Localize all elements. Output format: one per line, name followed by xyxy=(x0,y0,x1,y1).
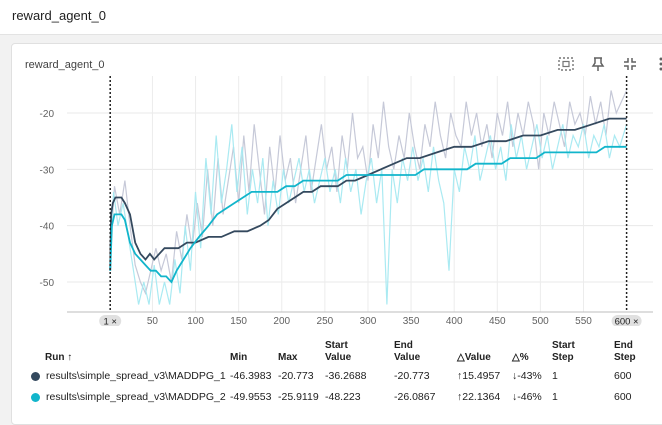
row-start-step: 1 xyxy=(552,370,558,382)
row-delta-pct: ↓-46% xyxy=(512,391,542,403)
page-title: reward_agent_0 xyxy=(12,8,106,23)
header-start-value-line1[interactable]: Start xyxy=(325,340,348,352)
header-start-step-line2[interactable]: Step xyxy=(552,352,574,364)
header-max[interactable]: Max xyxy=(278,352,297,364)
row-end-step: 600 xyxy=(614,391,632,403)
header-start-step-line1[interactable]: Start xyxy=(552,340,575,352)
pin-icon[interactable] xyxy=(589,55,607,73)
row-min: -46.3983 xyxy=(230,370,271,382)
x-tick-label: 250 xyxy=(317,316,334,326)
start-range-label: 1 × xyxy=(103,317,116,327)
collapse-icon[interactable] xyxy=(621,55,639,73)
x-tick-label: 350 xyxy=(403,316,420,326)
header-run[interactable]: Run ↑ xyxy=(45,352,72,364)
x-tick-label: 300 xyxy=(360,316,377,326)
x-tick-label: 500 xyxy=(532,316,549,326)
y-tick-label: -30 xyxy=(40,165,55,176)
x-tick-label: 150 xyxy=(230,316,247,326)
row-start-value: -48.223 xyxy=(325,391,361,403)
line-chart[interactable]: -20 -30 -40 -50 50 100 150 200 250 300 350 400 450 50… xyxy=(24,74,662,326)
card-title: reward_agent_0 xyxy=(25,59,105,71)
series-color-dot xyxy=(31,393,40,402)
row-delta-value: ↑15.4957 xyxy=(457,370,500,382)
fit-to-data-icon[interactable] xyxy=(557,55,575,73)
row-run: results\simple_spread_v3\MADDPG_1 xyxy=(46,370,226,382)
top-bar: reward_agent_0 xyxy=(0,0,662,35)
x-tick-label: 50 xyxy=(147,316,159,326)
row-max: -20.773 xyxy=(278,370,314,382)
row-run: results\simple_spread_v3\MADDPG_2 xyxy=(46,391,226,403)
header-delta-value[interactable]: △Value xyxy=(457,352,491,364)
header-end-step-line2[interactable]: Step xyxy=(614,352,636,364)
row-start-value: -36.2688 xyxy=(325,370,366,382)
header-delta-pct[interactable]: △% xyxy=(512,352,529,364)
y-tick-label: -50 xyxy=(40,278,55,289)
row-end-step: 600 xyxy=(614,370,632,382)
row-start-step: 1 xyxy=(552,391,558,403)
header-start-value-line2[interactable]: Value xyxy=(325,352,351,364)
series-color-dot xyxy=(31,372,40,381)
y-tick-label: -40 xyxy=(40,222,55,233)
more-vert-icon[interactable] xyxy=(652,55,662,73)
row-end-value: -20.773 xyxy=(394,370,430,382)
header-end-value-line2[interactable]: Value xyxy=(394,352,420,364)
x-tick-label: 550 xyxy=(575,316,592,326)
row-min: -49.9553 xyxy=(230,391,271,403)
chart-card: reward_agent_0 -20 -30 -40 -50 50 100 150 200 25… xyxy=(11,43,662,425)
y-tick-label: -20 xyxy=(40,109,55,120)
row-end-value: -26.0867 xyxy=(394,391,435,403)
row-delta-value: ↑22.1364 xyxy=(457,391,500,403)
x-tick-label: 100 xyxy=(187,316,204,326)
row-delta-pct: ↓-43% xyxy=(512,370,542,382)
row-max: -25.9119 xyxy=(278,391,319,403)
header-end-value-line1[interactable]: End xyxy=(394,340,413,352)
x-tick-label: 400 xyxy=(446,316,463,326)
x-tick-label: 200 xyxy=(273,316,290,326)
header-min[interactable]: Min xyxy=(230,352,247,364)
end-range-label: 600 × xyxy=(615,317,639,327)
x-tick-label: 450 xyxy=(489,316,506,326)
header-end-step-line1[interactable]: End xyxy=(614,340,633,352)
